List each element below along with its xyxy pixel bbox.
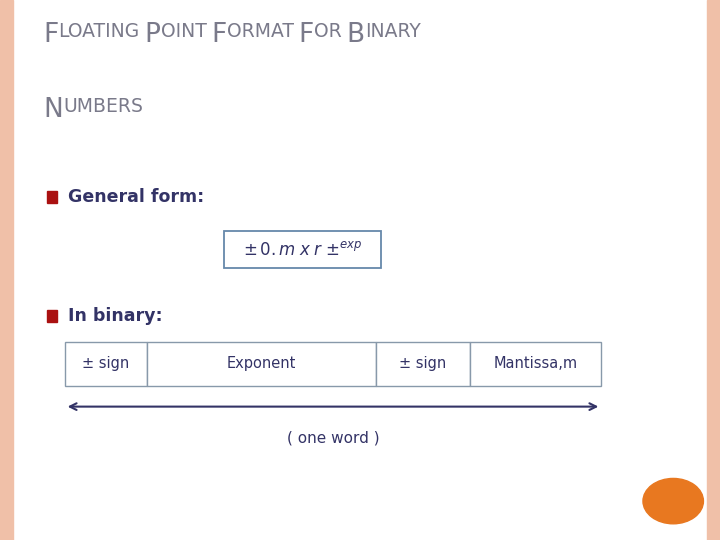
Text: OINT: OINT <box>161 22 207 40</box>
Bar <box>376 342 470 386</box>
Bar <box>707 0 720 540</box>
Text: In binary:: In binary: <box>68 307 163 325</box>
Text: LOATING: LOATING <box>58 22 140 40</box>
Text: General form:: General form: <box>68 188 204 206</box>
Text: ± sign: ± sign <box>400 356 446 372</box>
Bar <box>470 342 601 386</box>
Text: ± sign: ± sign <box>82 356 130 372</box>
Text: Exponent: Exponent <box>227 356 296 372</box>
Bar <box>47 310 57 322</box>
FancyBboxPatch shape <box>223 231 382 268</box>
Bar <box>147 342 376 386</box>
Text: N: N <box>43 97 63 123</box>
Text: OR: OR <box>314 22 342 40</box>
Text: ORMAT: ORMAT <box>227 22 294 40</box>
Circle shape <box>643 478 703 524</box>
Bar <box>0 0 13 540</box>
Text: $\pm\,0.m\;x\;r\;{\pm}^{exp}$: $\pm\,0.m\;x\;r\;{\pm}^{exp}$ <box>243 241 362 259</box>
Text: B: B <box>347 22 365 48</box>
Text: Mantissa,m: Mantissa,m <box>494 356 577 372</box>
Text: P: P <box>145 22 161 48</box>
Bar <box>47 191 57 203</box>
Bar <box>65 342 147 386</box>
Text: F: F <box>299 22 314 48</box>
Text: F: F <box>43 22 58 48</box>
Text: F: F <box>212 22 227 48</box>
Text: INARY: INARY <box>365 22 420 40</box>
Text: UMBERS: UMBERS <box>63 97 143 116</box>
Text: ( one word ): ( one word ) <box>287 430 379 445</box>
